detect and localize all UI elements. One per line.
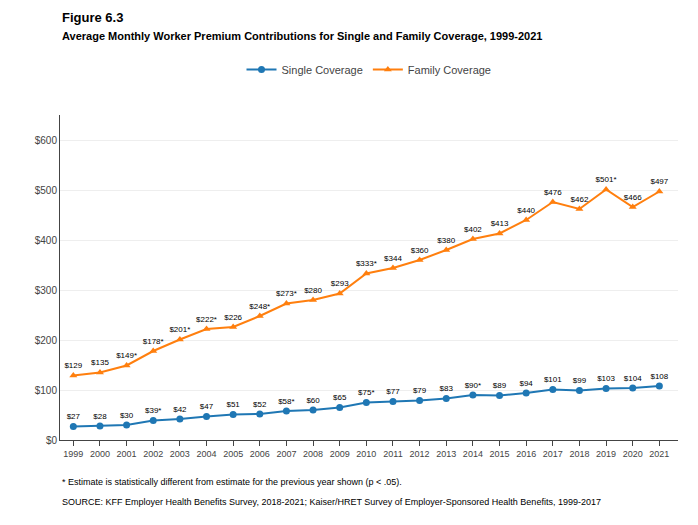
svg-text:2021: 2021 <box>649 449 669 459</box>
svg-text:$94: $94 <box>519 379 533 388</box>
svg-text:$52: $52 <box>253 400 267 409</box>
svg-text:$293: $293 <box>331 279 349 288</box>
svg-text:$200: $200 <box>35 335 58 346</box>
svg-text:$28: $28 <box>93 412 107 421</box>
svg-text:* Estimate is statistically di: * Estimate is statistically different fr… <box>62 477 402 487</box>
svg-text:$27: $27 <box>67 412 81 421</box>
svg-text:$501*: $501* <box>596 175 617 184</box>
svg-text:2002: 2002 <box>143 449 163 459</box>
svg-text:2017: 2017 <box>543 449 563 459</box>
svg-text:2016: 2016 <box>516 449 536 459</box>
svg-text:1999: 1999 <box>63 449 83 459</box>
svg-text:$466: $466 <box>624 193 642 202</box>
svg-text:2010: 2010 <box>356 449 376 459</box>
svg-text:$0: $0 <box>46 435 58 446</box>
svg-text:2001: 2001 <box>117 449 137 459</box>
svg-text:$333*: $333* <box>356 259 377 268</box>
svg-text:SOURCE: KFF Employer Health Be: SOURCE: KFF Employer Health Benefits Sur… <box>62 497 601 507</box>
svg-text:2014: 2014 <box>463 449 483 459</box>
svg-text:$600: $600 <box>35 135 58 146</box>
svg-text:2009: 2009 <box>330 449 350 459</box>
svg-text:$104: $104 <box>624 374 642 383</box>
svg-text:$380: $380 <box>437 236 455 245</box>
svg-text:$47: $47 <box>200 402 214 411</box>
svg-text:$222*: $222* <box>196 315 217 324</box>
svg-text:$79: $79 <box>413 386 427 395</box>
svg-text:$90*: $90* <box>465 381 481 390</box>
svg-text:Family Coverage: Family Coverage <box>408 64 491 76</box>
svg-text:$103: $103 <box>597 374 615 383</box>
svg-text:$99: $99 <box>573 376 587 385</box>
svg-text:$135: $135 <box>91 358 109 367</box>
svg-text:$462: $462 <box>571 195 589 204</box>
svg-text:Figure 6.3: Figure 6.3 <box>62 10 123 25</box>
svg-text:2000: 2000 <box>90 449 110 459</box>
svg-text:2011: 2011 <box>383 449 402 459</box>
svg-text:2013: 2013 <box>436 449 456 459</box>
svg-text:$300: $300 <box>35 285 58 296</box>
svg-text:$497: $497 <box>650 177 668 186</box>
svg-text:2015: 2015 <box>490 449 510 459</box>
svg-text:$280: $280 <box>304 286 322 295</box>
svg-text:2007: 2007 <box>276 449 296 459</box>
svg-text:$149*: $149* <box>116 351 137 360</box>
svg-text:$273*: $273* <box>276 289 297 298</box>
svg-text:$178*: $178* <box>143 337 164 346</box>
svg-text:$100: $100 <box>35 385 58 396</box>
svg-text:$344: $344 <box>384 254 402 263</box>
svg-text:$42: $42 <box>173 405 187 414</box>
svg-text:2012: 2012 <box>410 449 430 459</box>
svg-text:2020: 2020 <box>623 449 643 459</box>
svg-text:$101: $101 <box>544 375 562 384</box>
svg-text:2005: 2005 <box>223 449 243 459</box>
svg-text:2006: 2006 <box>250 449 270 459</box>
svg-text:$30: $30 <box>120 411 134 420</box>
svg-text:$400: $400 <box>35 235 58 246</box>
svg-text:$39*: $39* <box>145 406 161 415</box>
svg-text:$108: $108 <box>650 372 668 381</box>
svg-text:$248*: $248* <box>249 302 270 311</box>
svg-text:2003: 2003 <box>170 449 190 459</box>
svg-text:$402: $402 <box>464 225 482 234</box>
svg-text:$476: $476 <box>544 188 562 197</box>
svg-text:$226: $226 <box>224 313 242 322</box>
svg-text:$360: $360 <box>411 246 429 255</box>
svg-text:Average Monthly Worker Premium: Average Monthly Worker Premium Contribut… <box>62 30 542 42</box>
svg-text:Single Coverage: Single Coverage <box>282 64 363 76</box>
svg-text:$83: $83 <box>440 384 454 393</box>
svg-text:$413: $413 <box>491 219 509 228</box>
svg-text:$65: $65 <box>333 393 347 402</box>
svg-text:$77: $77 <box>386 387 400 396</box>
svg-text:$58*: $58* <box>278 397 294 406</box>
svg-text:2008: 2008 <box>303 449 323 459</box>
svg-text:$201*: $201* <box>169 325 190 334</box>
svg-text:2018: 2018 <box>569 449 589 459</box>
svg-text:$75*: $75* <box>358 388 374 397</box>
svg-text:$60: $60 <box>306 396 320 405</box>
svg-text:2004: 2004 <box>196 449 216 459</box>
svg-text:$500: $500 <box>35 185 58 196</box>
svg-text:$129: $129 <box>64 361 82 370</box>
svg-text:$440: $440 <box>517 206 535 215</box>
svg-text:2019: 2019 <box>596 449 616 459</box>
svg-text:$89: $89 <box>493 381 507 390</box>
svg-text:$51: $51 <box>226 400 240 409</box>
